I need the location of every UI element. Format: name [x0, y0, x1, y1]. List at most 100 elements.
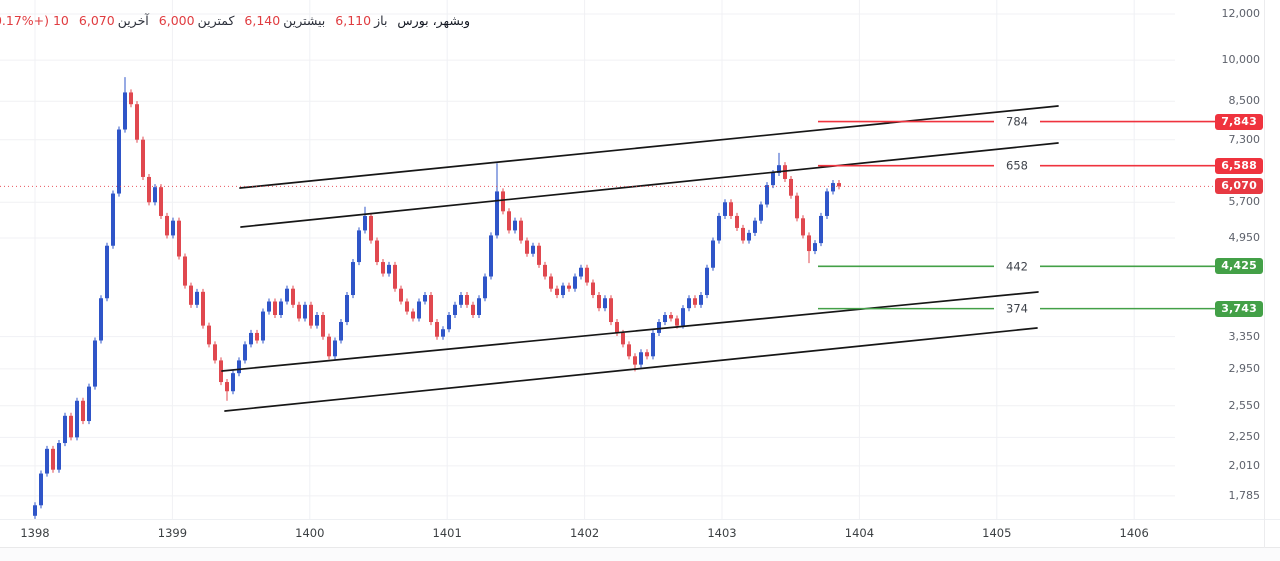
- candle-body: [801, 218, 805, 236]
- candle-body: [351, 262, 355, 296]
- candle-body: [51, 448, 55, 470]
- level-line-label: 442: [1006, 259, 1028, 273]
- candle-body: [495, 191, 499, 236]
- candle-body: [807, 235, 811, 252]
- price-axis-label: 8,500: [1228, 94, 1261, 108]
- candle-body: [783, 165, 787, 179]
- time-axis-label: 1402: [569, 526, 600, 540]
- candle-body: [429, 295, 433, 323]
- candle-body: [33, 505, 37, 516]
- candle-body: [591, 282, 595, 296]
- price-axis-label: 1,785: [1228, 488, 1261, 502]
- candle-body: [459, 295, 463, 305]
- candle-body: [825, 191, 829, 216]
- candle-body: [201, 291, 205, 326]
- candle-body: [585, 267, 589, 283]
- candle-body: [705, 267, 709, 296]
- candle-body: [255, 332, 259, 341]
- candle-body: [609, 298, 613, 323]
- candle-body: [831, 183, 835, 192]
- time-axis-label: 1403: [707, 526, 737, 540]
- candle-body: [681, 308, 685, 326]
- candle-body: [777, 165, 781, 173]
- high-value: 6,140: [244, 13, 281, 28]
- candle-body: [471, 304, 475, 315]
- candle-body: [507, 211, 511, 231]
- candle-body: [423, 295, 427, 302]
- candle-body: [225, 382, 229, 392]
- candle-body: [81, 400, 85, 422]
- candle-body: [135, 104, 139, 140]
- candle-body: [663, 314, 667, 323]
- trend-line: [221, 291, 1039, 372]
- time-axis-label: 1406: [1119, 526, 1149, 540]
- time-axis-label: 1399: [157, 526, 188, 540]
- candle-body: [651, 332, 655, 357]
- price-axis-label: 7,300: [1228, 132, 1261, 146]
- field-high: بیشترین 6,140: [244, 13, 325, 28]
- candle-body: [375, 240, 379, 263]
- candle-body: [285, 288, 289, 302]
- candle-body: [627, 344, 631, 357]
- candle-body: [711, 240, 715, 268]
- candle-body: [111, 193, 115, 246]
- candle-body: [795, 195, 799, 219]
- price-axis-label: 4,950: [1228, 230, 1261, 244]
- candle-body: [699, 295, 703, 305]
- candle-body: [147, 176, 151, 203]
- candle-body: [519, 220, 523, 241]
- candle-body: [441, 329, 445, 337]
- low-value: 6,000: [158, 13, 195, 28]
- candle-body: [105, 245, 109, 299]
- candle-body: [555, 288, 559, 296]
- candle-body: [645, 352, 649, 357]
- window-bottom-strip: [0, 548, 1280, 561]
- candle-body: [345, 295, 349, 323]
- time-axis-label: 1404: [844, 526, 875, 540]
- field-open: باز 6,110: [335, 13, 387, 28]
- trend-line: [240, 142, 1059, 228]
- change-value: 10 (+0.17%): [0, 13, 69, 28]
- price-axis-label: 2,550: [1228, 398, 1261, 412]
- candle-body: [243, 344, 247, 361]
- candle-body: [381, 262, 385, 274]
- price-axis-label: 10,000: [1221, 53, 1261, 67]
- candle-body: [735, 215, 739, 228]
- candle-body: [537, 245, 541, 265]
- high-label: بیشترین: [283, 13, 326, 28]
- candle-body: [297, 304, 301, 319]
- open-value: 6,110: [335, 13, 372, 28]
- candle-body: [405, 301, 409, 312]
- price-axis-label: 5,700: [1228, 195, 1261, 209]
- candle-body: [315, 314, 319, 326]
- candle-body: [153, 187, 157, 203]
- candle-body: [549, 276, 553, 289]
- candle-body: [141, 139, 145, 177]
- candle-body: [237, 360, 241, 374]
- candle-body: [393, 264, 397, 289]
- candle-body: [363, 215, 367, 231]
- price-badge: 7,843: [1215, 113, 1263, 130]
- symbol-name: وبشهر، بورس: [397, 13, 470, 28]
- candle-body: [45, 448, 49, 474]
- candle-body: [369, 215, 373, 241]
- price-badge: 6,588: [1215, 157, 1263, 174]
- candle-body: [597, 295, 601, 309]
- candle-body: [729, 202, 733, 216]
- candle-body: [117, 129, 121, 194]
- candle-body: [171, 220, 175, 236]
- candle-body: [837, 183, 841, 187]
- time-axis-separator: [0, 519, 1280, 520]
- candle-body: [63, 415, 67, 444]
- candle-body: [819, 215, 823, 244]
- candle-body: [303, 304, 307, 319]
- price-axis-label: 2,950: [1228, 361, 1261, 375]
- price-axis[interactable]: 12,000 10,000 8,500 7,300 5,700 4,950 3,350 2,9…: [1175, 0, 1280, 519]
- time-axis[interactable]: 1398 1399 1400 1401 1402 1403 1404 1405 1406: [0, 519, 1280, 548]
- candle-body: [477, 298, 481, 315]
- candle-body: [213, 344, 217, 361]
- candle-body: [399, 288, 403, 302]
- candle-body: [723, 202, 727, 216]
- window-right-edge: [1264, 0, 1265, 548]
